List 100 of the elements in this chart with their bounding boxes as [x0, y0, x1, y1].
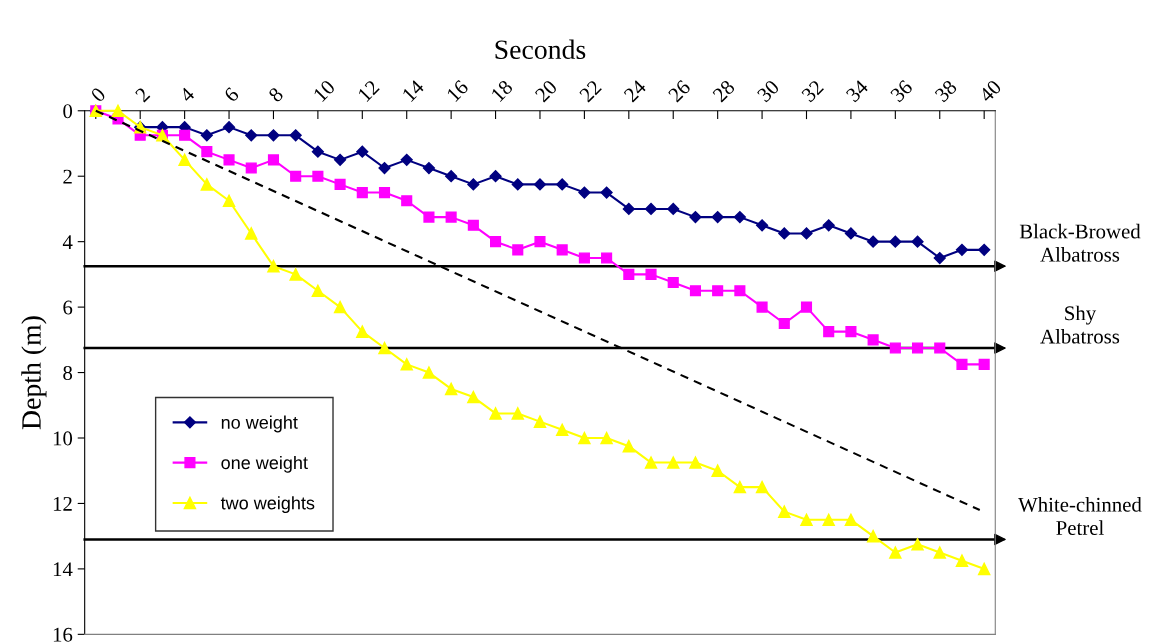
point — [267, 154, 280, 166]
point — [467, 178, 480, 191]
point — [623, 268, 635, 280]
y-tick-label: 0 — [63, 104, 73, 119]
point — [267, 129, 280, 142]
point — [289, 268, 302, 281]
point — [622, 439, 636, 453]
point — [445, 211, 457, 223]
point — [489, 407, 502, 420]
point — [778, 227, 791, 240]
point — [489, 170, 502, 183]
point — [867, 235, 880, 248]
point — [578, 252, 590, 264]
point — [689, 211, 702, 224]
point — [555, 423, 569, 437]
point — [222, 121, 236, 134]
point — [245, 227, 258, 240]
y-tick-label: 12 — [53, 496, 72, 511]
x-tick-label: 30 — [756, 79, 780, 103]
x-tick-label: 20 — [534, 79, 558, 103]
y-tick-label: 16 — [53, 627, 73, 642]
x-tick-label: 18 — [490, 79, 514, 103]
point — [867, 334, 879, 346]
point — [778, 317, 790, 330]
point — [889, 235, 902, 248]
y-tick-label: 4 — [62, 235, 73, 249]
point — [422, 161, 436, 175]
point — [534, 236, 546, 248]
point — [666, 456, 680, 469]
point — [444, 382, 458, 396]
point — [689, 456, 702, 469]
point — [311, 145, 324, 158]
point — [400, 358, 413, 371]
point — [423, 211, 435, 223]
point — [533, 178, 547, 191]
point — [445, 170, 458, 183]
point — [490, 236, 502, 248]
point — [356, 325, 369, 338]
point — [467, 219, 479, 231]
point — [800, 513, 813, 527]
point — [667, 277, 679, 289]
point — [378, 341, 391, 355]
x-tick-label: 36 — [889, 79, 914, 103]
point — [866, 529, 880, 543]
x-tick-label: 34 — [845, 78, 870, 103]
point — [556, 244, 568, 256]
point — [622, 202, 635, 216]
point — [644, 456, 658, 469]
x-tick-label: 4 — [178, 86, 196, 103]
point — [711, 464, 724, 477]
point — [200, 178, 214, 191]
point — [844, 513, 858, 527]
point — [933, 546, 947, 559]
y-axis-title: Depth (m) — [21, 316, 47, 430]
point — [333, 300, 347, 314]
ref-line-label: White-chinned Petrel — [1018, 497, 1142, 535]
ref-line-label: Shy Albatross — [1040, 305, 1120, 344]
point — [934, 342, 946, 354]
x-tick-label: 14 — [401, 78, 425, 102]
point — [401, 195, 413, 207]
point — [512, 244, 524, 256]
x-tick-label: 16 — [446, 79, 470, 103]
point — [911, 235, 924, 248]
x-tick-label: 6 — [223, 86, 240, 103]
y-tick-label: 14 — [53, 562, 73, 577]
x-axis-title: Seconds — [495, 39, 586, 60]
point — [201, 146, 213, 158]
point — [889, 546, 902, 559]
point — [911, 538, 924, 551]
point — [689, 285, 702, 297]
point — [422, 366, 436, 379]
point — [378, 161, 391, 175]
point — [222, 194, 236, 208]
point — [734, 285, 746, 297]
x-tick-label: 26 — [667, 79, 692, 103]
point — [334, 178, 346, 190]
x-tick-label: 0 — [90, 86, 107, 103]
point — [911, 342, 924, 354]
point — [600, 186, 613, 199]
x-tick-label: 28 — [712, 79, 736, 103]
point — [755, 219, 769, 232]
point — [733, 211, 746, 224]
point — [822, 219, 835, 232]
x-tick-label: 38 — [934, 79, 958, 103]
point — [889, 342, 901, 354]
point — [822, 513, 835, 527]
x-tick-label: 24 — [623, 78, 647, 103]
x-tick-label: 22 — [578, 79, 602, 103]
point — [778, 505, 791, 518]
point — [733, 480, 747, 494]
point — [311, 284, 325, 297]
y-tick-label: 2 — [63, 169, 72, 184]
point — [556, 178, 569, 191]
point — [800, 227, 813, 240]
point — [955, 243, 969, 256]
point — [711, 211, 724, 224]
point — [289, 129, 302, 142]
y-tick-label: 6 — [63, 300, 73, 315]
point — [356, 145, 369, 158]
point — [800, 301, 813, 313]
